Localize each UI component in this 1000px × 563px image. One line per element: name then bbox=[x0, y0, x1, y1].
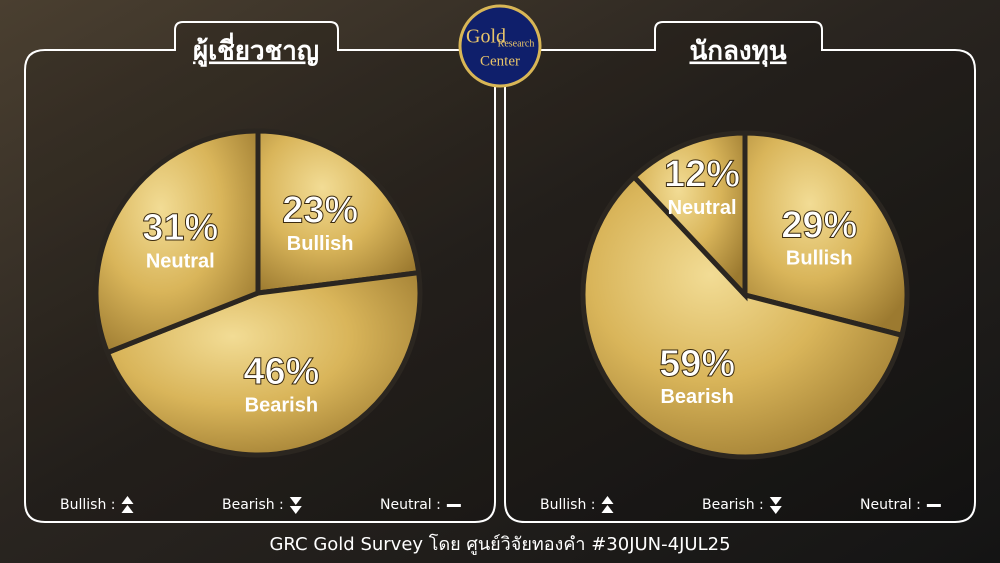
legend-icon bbox=[289, 497, 302, 514]
value-label: 31% bbox=[142, 207, 218, 249]
logo-text: Research bbox=[498, 38, 535, 49]
value-label: 29% bbox=[781, 204, 857, 246]
legend-label: Bullish : bbox=[60, 497, 115, 513]
category-label: Bearish bbox=[660, 386, 733, 408]
value-label: 46% bbox=[243, 351, 319, 393]
pie-slice bbox=[630, 130, 748, 302]
legend-label: Bearish : bbox=[702, 497, 764, 513]
category-label: Bullish bbox=[287, 233, 354, 255]
value-label: 12% bbox=[664, 154, 740, 196]
logo-badge bbox=[458, 4, 542, 88]
logo-text: Gold bbox=[466, 26, 506, 48]
pie-slice bbox=[104, 269, 423, 458]
legend-label: Neutral : bbox=[860, 497, 921, 513]
category-label: Neutral bbox=[668, 197, 737, 219]
legend-label: Bearish : bbox=[222, 497, 284, 513]
legend-icon bbox=[926, 504, 941, 507]
value-label: 59% bbox=[659, 343, 735, 385]
pie-slice bbox=[580, 173, 905, 460]
legend-label: Neutral : bbox=[380, 497, 441, 513]
legend-icon bbox=[121, 496, 134, 513]
category-label: Neutral bbox=[146, 250, 215, 272]
pie-slice bbox=[93, 128, 261, 356]
logo: Gold Research Center bbox=[458, 4, 542, 88]
pie-slice bbox=[742, 130, 910, 339]
logo-text: Center bbox=[480, 53, 520, 69]
legend-icon bbox=[769, 497, 782, 514]
value-label: 23% bbox=[282, 190, 358, 232]
panel-title: ผู้เชี่ยวชาญ bbox=[193, 32, 319, 68]
category-label: Bearish bbox=[245, 394, 318, 416]
category-label: Bullish bbox=[786, 248, 853, 270]
legend-icon bbox=[601, 496, 614, 513]
legend-label: Bullish : bbox=[540, 497, 595, 513]
legend-icon bbox=[446, 504, 461, 507]
pie-slice bbox=[255, 128, 422, 296]
panel-title: นักลงทุน bbox=[689, 37, 786, 68]
footer: GRC Gold Survey โดย ศูนย์วิจัยทองคำ #30J… bbox=[269, 533, 730, 555]
